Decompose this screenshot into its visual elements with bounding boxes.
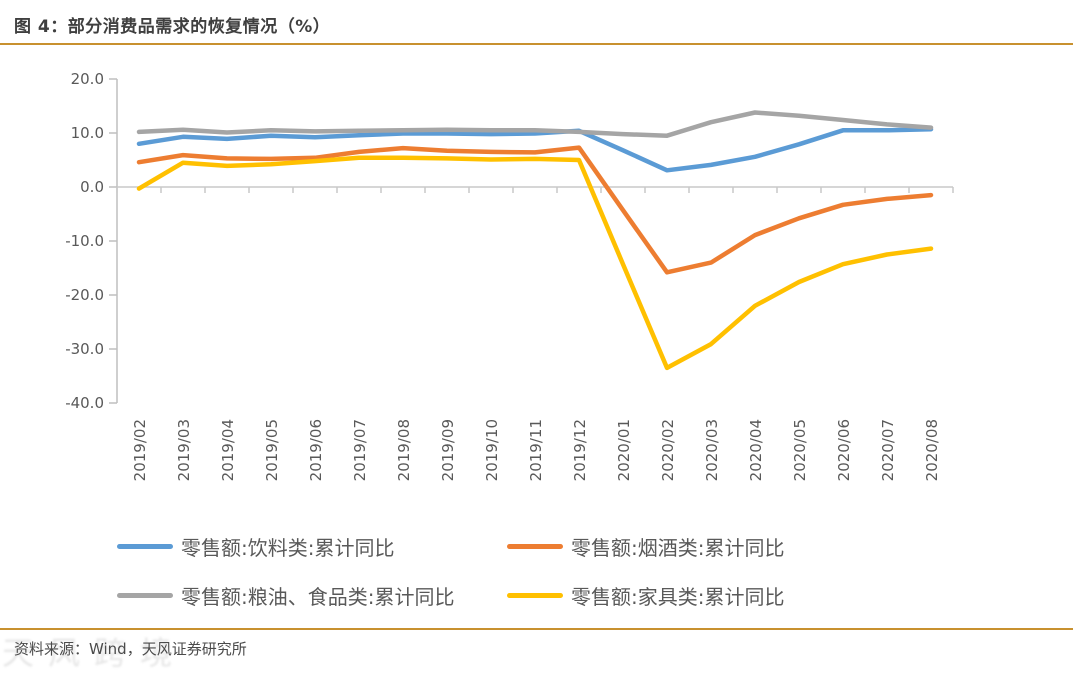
legend-label: 零售额:烟酒类:累计同比 [571, 536, 785, 560]
x-tick-label: 2019/02 [131, 419, 149, 481]
legend-item: 零售额:烟酒类:累计同比 [507, 532, 784, 561]
x-tick-label: 2020/06 [835, 419, 853, 481]
x-tick-label: 2019/10 [483, 419, 501, 481]
series-line [136, 110, 934, 138]
y-tick-label: -40.0 [65, 394, 104, 412]
y-tick-label: 20.0 [71, 70, 104, 88]
x-tick-label: 2019/05 [263, 419, 281, 481]
legend-item: 零售额:粮油、食品类:累计同比 [117, 581, 507, 610]
figure-title: 图 4：部分消费品需求的恢复情况（%） [14, 17, 331, 37]
y-tick-label: -10.0 [65, 232, 104, 250]
y-tick-label: -30.0 [65, 340, 104, 358]
series-line [136, 145, 934, 275]
legend-swatch [117, 593, 173, 598]
legend-item: 零售额:家具类:累计同比 [507, 581, 784, 610]
bottom-accent-rule [0, 628, 1073, 630]
legend-label: 零售额:饮料类:累计同比 [181, 536, 395, 560]
legend-swatch [117, 544, 173, 549]
x-tick-label: 2020/01 [615, 419, 633, 481]
x-tick-label: 2019/11 [527, 419, 545, 481]
x-tick-label: 2019/09 [439, 419, 457, 481]
chart-area: 20.0 10.0 0.0 -10.0 -20.0 -30.0 -40.0 2019/02 20… [0, 50, 1073, 625]
x-tick-label: 2020/07 [879, 419, 897, 481]
y-tick-label: 10.0 [71, 124, 104, 142]
source-note: 资料来源：Wind，天风证券研究所 [14, 640, 247, 658]
top-accent-rule [0, 43, 1073, 45]
legend-item: 零售额:饮料类:累计同比 [117, 532, 507, 561]
y-tick-label: -20.0 [65, 286, 104, 304]
x-tick-label: 2020/03 [703, 419, 721, 481]
legend-swatch [507, 593, 563, 598]
x-tick-label: 2019/12 [571, 419, 589, 481]
y-tick-label: 0.0 [80, 178, 104, 196]
legend-swatch [507, 544, 563, 549]
x-tick-label: 2019/06 [307, 419, 325, 481]
x-tick-label: 2020/04 [747, 419, 765, 481]
series-line [136, 155, 934, 371]
line-chart: 20.0 10.0 0.0 -10.0 -20.0 -30.0 -40.0 2019/02 20… [65, 70, 954, 481]
chart-legend: 零售额:饮料类:累计同比 零售额:烟酒类:累计同比零售额:粮油、食品类:累计同比 零… [117, 532, 784, 610]
x-tick-label: 2019/04 [219, 419, 237, 481]
x-tick-label: 2019/03 [175, 419, 193, 481]
legend-label: 零售额:粮油、食品类:累计同比 [181, 585, 455, 609]
legend-label: 零售额:家具类:累计同比 [571, 585, 785, 609]
series-line [136, 126, 934, 173]
x-tick-label: 2020/08 [923, 419, 941, 481]
x-tick-label: 2020/02 [659, 419, 677, 481]
x-tick-label: 2019/08 [395, 419, 413, 481]
x-tick-label: 2020/05 [791, 419, 809, 481]
x-tick-label: 2019/07 [351, 419, 369, 481]
